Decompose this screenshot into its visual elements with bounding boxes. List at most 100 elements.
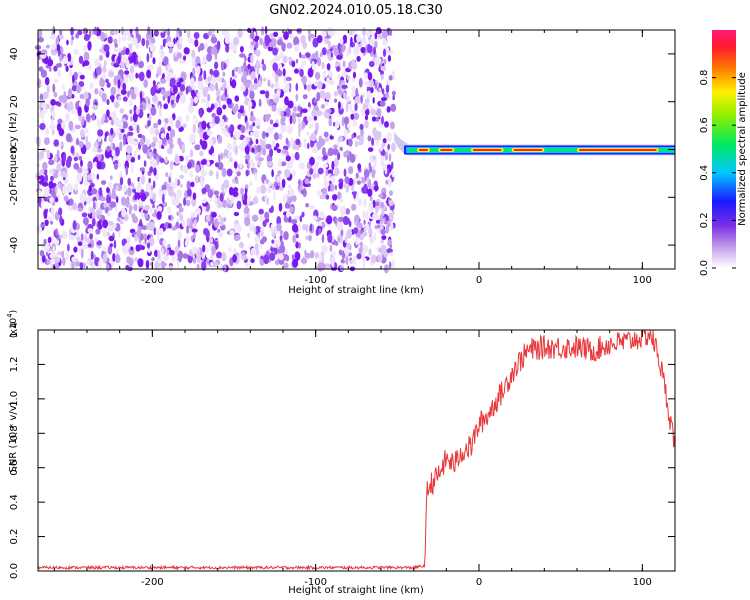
noise-blob <box>185 199 191 207</box>
noise-blob <box>61 250 65 259</box>
noise-blob <box>124 242 131 250</box>
noise-blob <box>209 137 213 147</box>
noise-blob <box>375 27 382 35</box>
noise-blob <box>128 99 133 107</box>
noise-blob <box>371 116 377 122</box>
noise-blob <box>90 188 98 195</box>
noise-blob <box>391 259 396 269</box>
noise-blob <box>308 234 312 242</box>
noise-blob <box>152 84 158 91</box>
noise-blob <box>341 70 348 78</box>
noise-blob <box>105 206 109 214</box>
noise-blob <box>190 97 194 108</box>
noise-blob <box>271 169 274 178</box>
noise-blob <box>56 44 61 52</box>
noise-blob <box>231 69 235 77</box>
noise-blob <box>289 33 294 39</box>
noise-blob <box>142 144 148 154</box>
noise-blob <box>217 134 222 144</box>
noise-blob <box>355 172 359 179</box>
noise-blob <box>210 103 215 110</box>
noise-blob <box>112 253 116 262</box>
snr-x-axis-label: Height of straight line (km) <box>288 585 424 596</box>
noise-blob <box>244 154 251 160</box>
noise-blob <box>241 251 246 257</box>
noise-blob <box>94 88 99 95</box>
noise-blob <box>234 145 238 156</box>
noise-blob <box>292 234 296 243</box>
noise-blob <box>71 256 77 262</box>
noise-blob <box>352 71 357 79</box>
noise-blob <box>192 67 196 77</box>
noise-blob <box>260 184 267 194</box>
noise-blob <box>165 172 169 178</box>
noise-blob <box>311 60 315 71</box>
noise-blob <box>368 226 373 236</box>
y-tick-label: 0.4 <box>9 494 20 510</box>
noise-blob <box>309 156 315 166</box>
noise-blob <box>263 77 267 82</box>
noise-blob <box>307 142 310 149</box>
noise-blob <box>339 198 344 203</box>
noise-blob <box>100 31 106 42</box>
noise-blob <box>42 161 48 171</box>
noise-blob <box>116 217 122 222</box>
noise-blob <box>157 119 162 125</box>
noise-blob <box>85 98 90 107</box>
noise-blob <box>387 239 393 247</box>
noise-blob <box>239 162 243 169</box>
noise-blob <box>327 147 334 157</box>
noise-blob <box>106 231 111 237</box>
noise-blob <box>106 99 110 106</box>
noise-blob <box>74 234 78 240</box>
noise-blob <box>264 218 270 223</box>
noise-blob <box>390 103 397 112</box>
noise-blob <box>236 200 242 210</box>
noise-blob <box>321 47 327 56</box>
noise-blob <box>39 250 45 257</box>
noise-blob <box>65 252 69 260</box>
noise-blob <box>279 235 283 242</box>
noise-blob <box>58 128 65 137</box>
noise-blob <box>130 246 134 251</box>
noise-blob <box>356 34 362 43</box>
noise-blob <box>140 192 147 202</box>
noise-blob <box>242 199 248 206</box>
noise-blob <box>307 106 310 112</box>
noise-blob <box>343 116 350 125</box>
noise-blob <box>315 228 319 237</box>
noise-blob <box>319 90 326 99</box>
noise-blob <box>179 59 185 65</box>
noise-blob <box>76 230 80 238</box>
noise-blob <box>78 141 84 148</box>
noise-blob <box>374 40 378 49</box>
noise-blob <box>319 194 326 200</box>
noise-blob <box>120 196 127 206</box>
noise-blob <box>181 144 186 154</box>
noise-blob <box>204 42 208 50</box>
noise-blob <box>222 71 226 77</box>
noise-blob <box>154 209 157 215</box>
noise-blob <box>130 93 137 100</box>
noise-blob <box>385 92 389 99</box>
noise-blob <box>43 188 50 196</box>
noise-blob <box>96 173 100 180</box>
noise-blob <box>255 49 261 57</box>
noise-blob <box>345 103 349 113</box>
noise-blob <box>290 138 294 143</box>
noise-blob <box>223 188 227 193</box>
noise-blob <box>272 62 279 72</box>
signal-core-segment <box>472 149 502 151</box>
noise-blob <box>113 239 117 249</box>
noise-blob <box>50 175 54 181</box>
noise-blob <box>258 98 262 107</box>
noise-blob <box>139 167 145 172</box>
noise-blob <box>189 133 196 144</box>
noise-blob <box>189 149 194 158</box>
noise-blob <box>109 175 113 180</box>
x-tick-label: 100 <box>633 577 652 588</box>
noise-blob <box>384 121 389 128</box>
noise-blob <box>164 156 168 164</box>
noise-blob <box>177 250 184 260</box>
noise-blob <box>196 65 201 76</box>
